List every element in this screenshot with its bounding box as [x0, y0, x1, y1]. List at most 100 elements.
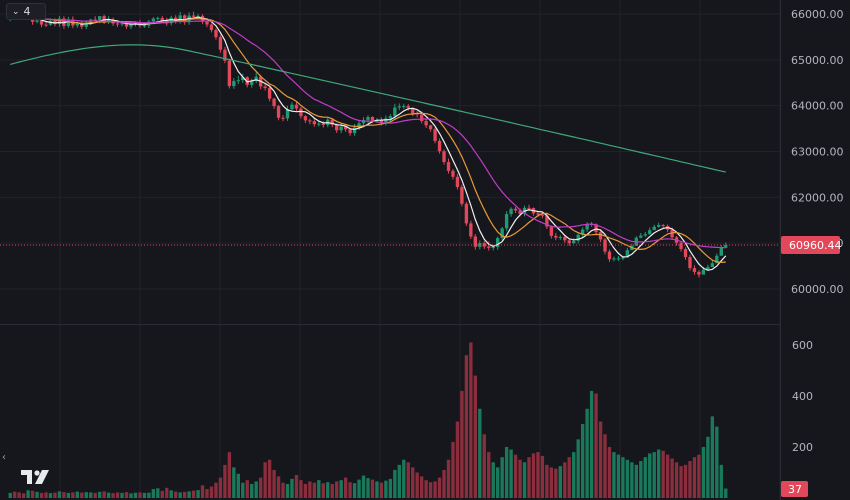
candle [106, 19, 111, 22]
volume-bar [352, 483, 357, 498]
price-tick-label: 64000.00 [791, 100, 844, 113]
candle [724, 245, 728, 248]
last-price-label: 60960.44 [789, 239, 842, 252]
candle [393, 107, 397, 117]
volume-bar [701, 447, 706, 498]
volume-bar [518, 459, 522, 498]
candle [419, 114, 424, 122]
volume-bar [522, 462, 527, 498]
candle [460, 186, 464, 204]
candle [281, 117, 285, 119]
candle [303, 116, 308, 121]
volume-bar [57, 491, 62, 498]
chevron-left-icon[interactable]: ‹ [2, 452, 6, 463]
candle [455, 176, 460, 187]
volume-bar [138, 492, 142, 498]
candle [250, 80, 254, 85]
candle [124, 23, 129, 27]
candle [98, 16, 102, 21]
volume-bar [661, 450, 665, 498]
volume-bar [124, 492, 129, 498]
candle [254, 76, 258, 81]
volume-bar [44, 492, 48, 498]
volume-bar [487, 452, 491, 498]
indicator-toggle-button[interactable]: ⌄ 4 [6, 3, 46, 20]
candle [263, 86, 267, 88]
candle [554, 235, 558, 238]
candle [594, 224, 598, 233]
candle [567, 240, 571, 244]
volume-bar [335, 481, 339, 498]
volume-bar [634, 464, 638, 498]
volume-bar [446, 459, 451, 498]
candle [191, 15, 196, 17]
volume-bar [580, 424, 585, 498]
candle [151, 18, 156, 22]
volume-bar [66, 492, 71, 498]
tradingview-logo-icon[interactable] [20, 466, 50, 488]
ma-slow-line [10, 15, 726, 249]
candle [688, 257, 692, 269]
candle [379, 120, 384, 123]
volume-bar [111, 493, 115, 498]
candle [504, 214, 509, 229]
volume-bar [630, 462, 634, 498]
volume-bar [290, 478, 294, 498]
volume-bar [263, 462, 267, 498]
volume-bar [133, 492, 138, 498]
volume-bar [75, 491, 79, 498]
volume-bar [89, 492, 93, 498]
ma-mid-line [10, 15, 726, 264]
volume-axis[interactable]: 600 400 200 37 [781, 339, 813, 497]
candle [648, 230, 652, 235]
volume-bar [397, 464, 401, 498]
volume-bar [442, 469, 446, 498]
candle [652, 226, 656, 231]
candle [115, 23, 120, 25]
volume-bar [339, 480, 343, 498]
candle [661, 225, 665, 227]
candle [308, 120, 312, 122]
candle [437, 140, 442, 152]
volume-bar [665, 454, 670, 498]
candle [428, 125, 433, 130]
candle [402, 106, 406, 108]
candle [549, 226, 554, 236]
candle [540, 214, 545, 216]
candle [500, 228, 504, 239]
candle [545, 215, 549, 227]
volume-bar [683, 464, 688, 498]
candle [478, 243, 482, 247]
candle [290, 104, 294, 110]
candle [102, 16, 106, 22]
candle [285, 109, 290, 119]
volume-bar [182, 491, 187, 498]
candle [178, 15, 182, 22]
candle [129, 23, 133, 27]
chevron-down-icon: ⌄ [12, 6, 20, 17]
candle [39, 20, 44, 25]
volume-bar [102, 491, 106, 498]
volume-bar [13, 491, 17, 498]
volume-bar [267, 459, 272, 498]
volume-bar [576, 439, 580, 498]
candle [527, 207, 531, 209]
candle [715, 255, 719, 264]
volume-bar [572, 452, 576, 498]
candle [205, 21, 209, 25]
candle [482, 243, 486, 247]
volume-bar [254, 481, 258, 498]
volume-bar [589, 390, 594, 498]
volume-bar [424, 480, 428, 498]
candle [572, 240, 576, 244]
last-volume-label: 37 [788, 483, 802, 496]
volume-bar [39, 492, 44, 498]
price-axis[interactable]: 66000.00 65000.00 64000.00 63000.00 62000.00… [781, 8, 844, 296]
candle [209, 24, 214, 30]
volume-bars [8, 342, 728, 498]
grid [0, 0, 781, 500]
volume-bar [527, 457, 531, 498]
volume-bar [500, 457, 504, 498]
candle [692, 268, 697, 272]
